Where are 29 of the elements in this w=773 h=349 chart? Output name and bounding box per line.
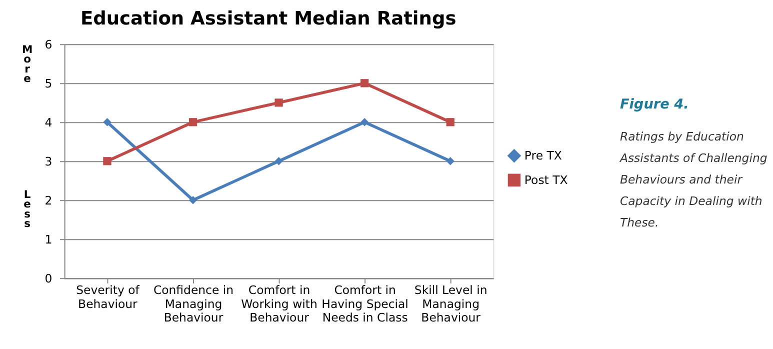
text: Less bbox=[24, 188, 31, 230]
y-tick-label: 2 bbox=[44, 194, 52, 208]
y-tick-label: 1 bbox=[44, 232, 52, 246]
legend-label: Pre TX bbox=[524, 148, 562, 163]
point bbox=[103, 118, 112, 126]
y-tick-label: 4 bbox=[44, 116, 52, 130]
y-tick-label: 5 bbox=[44, 76, 52, 91]
text: Ratings by Education Assistants of Challenging Behaviours and their Capacity in Dealing with These. bbox=[618, 130, 768, 230]
point bbox=[360, 79, 369, 88]
x-tick-label: Confidence in Managing Behaviour bbox=[153, 283, 234, 324]
point bbox=[274, 98, 283, 107]
point bbox=[360, 118, 369, 126]
x-tick-label: Comfort in Having Special Needs in Class bbox=[322, 283, 408, 324]
point bbox=[188, 196, 198, 204]
point bbox=[103, 157, 112, 166]
point bbox=[446, 157, 454, 166]
x-tick-label: Severity of Behaviour bbox=[76, 283, 140, 311]
x-tick-label: Skill Level in Managing Behaviour bbox=[414, 283, 488, 324]
chart-title: Education Assistant Median Ratings bbox=[80, 8, 456, 30]
point bbox=[446, 118, 454, 126]
text: More bbox=[22, 42, 33, 86]
point bbox=[188, 118, 198, 126]
y-tick-label: 0 bbox=[44, 271, 52, 286]
point bbox=[274, 157, 283, 166]
y-tick-label: 3 bbox=[44, 154, 52, 169]
y-tick-label: 6 bbox=[44, 38, 52, 52]
legend-label: Post TX bbox=[524, 173, 568, 188]
caption: Figure 4. bbox=[620, 96, 689, 112]
x-tick-label: Comfort in Working with Behaviour bbox=[241, 283, 318, 324]
